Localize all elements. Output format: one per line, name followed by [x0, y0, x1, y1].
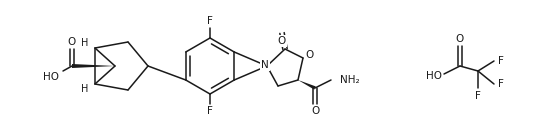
Text: F: F — [475, 91, 481, 101]
Text: NH₂: NH₂ — [340, 75, 359, 85]
Text: H: H — [81, 84, 88, 94]
Text: F: F — [207, 16, 213, 26]
Polygon shape — [72, 64, 115, 68]
Text: O: O — [68, 37, 76, 47]
Text: O: O — [456, 34, 464, 44]
Text: O: O — [306, 50, 314, 60]
Text: N: N — [261, 60, 269, 70]
Text: HO: HO — [426, 71, 442, 81]
Text: H: H — [81, 38, 88, 48]
Text: F: F — [498, 79, 504, 89]
Polygon shape — [298, 80, 316, 90]
Text: HO: HO — [43, 72, 59, 82]
Text: O: O — [311, 106, 319, 116]
Text: O: O — [278, 36, 286, 46]
Text: F: F — [207, 106, 213, 116]
Text: F: F — [498, 56, 504, 66]
